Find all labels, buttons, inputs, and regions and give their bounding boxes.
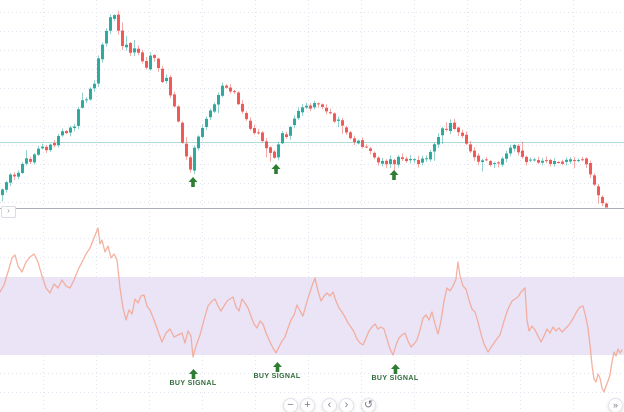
chart-zoom-toolbar: − + ‹ › ↺ [283,398,376,412]
scroll-to-latest-button[interactable]: » [608,398,623,412]
up-arrow-icon [188,177,198,187]
up-arrow-icon [271,164,281,174]
oscillator-line [0,227,623,393]
chevron-right-icon: › [7,206,10,215]
up-arrow-icon [389,170,399,180]
zoom-in-button[interactable]: + [300,398,315,412]
zoom-out-button[interactable]: − [283,398,298,412]
double-chevron-right-icon: » [612,400,618,410]
scroll-right-button[interactable]: › [339,398,354,412]
buy-arrow-markers [188,164,399,187]
scroll-left-button[interactable]: ‹ [322,398,337,412]
reset-view-button[interactable]: ↺ [361,398,376,412]
candlestick-series [1,10,608,208]
pane-legend-toggle[interactable]: › [1,206,16,218]
